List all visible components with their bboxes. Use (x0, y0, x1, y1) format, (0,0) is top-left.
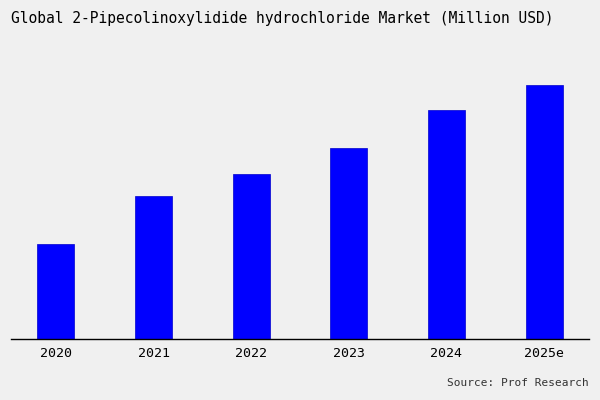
Bar (526, 85, 563, 339)
Bar (135, 196, 172, 339)
Bar (233, 174, 270, 339)
Bar (428, 110, 465, 339)
Bar (37, 244, 74, 339)
Text: Source: Prof Research: Source: Prof Research (447, 378, 589, 388)
Bar (330, 148, 367, 339)
Text: Global 2-Pipecolinoxylidide hydrochloride Market (Million USD): Global 2-Pipecolinoxylidide hydrochlorid… (11, 11, 554, 26)
